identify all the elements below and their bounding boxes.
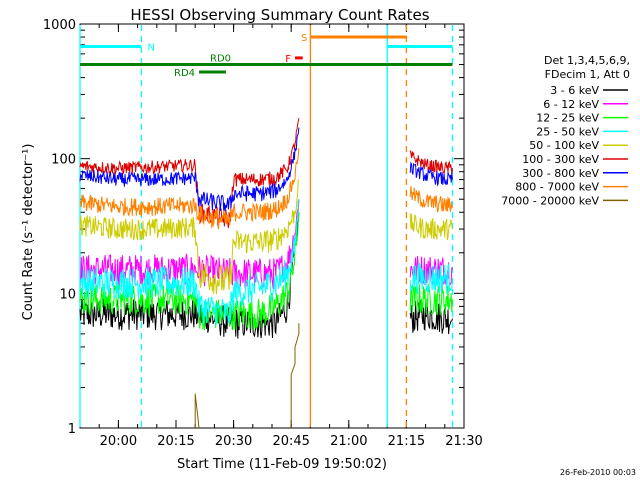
state-label-rd4: RD4 <box>174 68 195 79</box>
series-line <box>409 300 453 335</box>
series-line <box>409 283 453 316</box>
legend-header-line: Det 1,3,4,5,6,9, <box>544 54 630 67</box>
series-line <box>79 127 300 212</box>
series-line <box>79 179 300 295</box>
legend-label: 100 - 300 keV <box>522 153 599 166</box>
legend-header-line: FDecim 1, Att 0 <box>545 68 630 81</box>
legend-label: 7000 - 20000 keV <box>501 194 599 207</box>
y-tick-label: 10 <box>59 287 76 302</box>
chart-title: HESSI Observing Summary Count Rates <box>130 6 429 24</box>
y-axis-label: Count Rate (s⁻¹ detector⁻¹) <box>21 144 36 321</box>
series-line <box>409 255 453 286</box>
y-tick-label: 100 <box>51 153 76 168</box>
series-line <box>409 262 453 295</box>
series-line <box>194 393 200 429</box>
y-tick-label: 1000 <box>43 18 76 33</box>
series-line <box>409 150 453 175</box>
x-tick-label: 20:15 <box>157 434 194 449</box>
x-tick-label: 21:15 <box>388 434 425 449</box>
state-label-rd0: RD0 <box>210 54 231 65</box>
series-line <box>79 147 300 230</box>
legend: Det 1,3,4,5,6,9,FDecim 1, Att 0 3 - 6 keV… <box>501 54 630 207</box>
series-line <box>409 213 453 241</box>
series-line <box>409 161 453 187</box>
x-tick-label: 21:00 <box>330 434 367 449</box>
plot-area: 1 10 100 1000 20:00 20:15 20:30 20:45 21:00 21:15… <box>43 18 483 449</box>
x-tick-label: 20:00 <box>100 434 137 449</box>
series-line <box>290 323 300 428</box>
generation-timestamp: 26-Feb-2010 00:03 <box>560 468 636 477</box>
state-label-s: S <box>301 33 307 44</box>
legend-label: 3 - 6 keV <box>550 84 599 97</box>
series-line <box>409 185 453 213</box>
legend-label: 50 - 100 keV <box>529 139 599 152</box>
legend-label: 800 - 7000 keV <box>515 181 599 194</box>
legend-label: 12 - 25 keV <box>536 112 599 125</box>
legend-label: 6 - 12 keV <box>543 98 599 111</box>
x-tick-label: 20:45 <box>272 434 309 449</box>
series-line <box>79 117 300 229</box>
x-axis-label: Start Time (11-Feb-09 19:50:02) <box>177 457 387 472</box>
legend-label: 300 - 800 keV <box>522 167 599 180</box>
state-label-f: F <box>285 54 291 65</box>
legend-label: 25 - 50 keV <box>536 125 599 138</box>
y-tick-label: 1 <box>68 422 76 437</box>
x-tick-label: 20:30 <box>215 434 252 449</box>
series-line <box>79 199 300 327</box>
state-label-n: N <box>147 43 154 54</box>
x-tick-label: 21:30 <box>445 434 482 449</box>
